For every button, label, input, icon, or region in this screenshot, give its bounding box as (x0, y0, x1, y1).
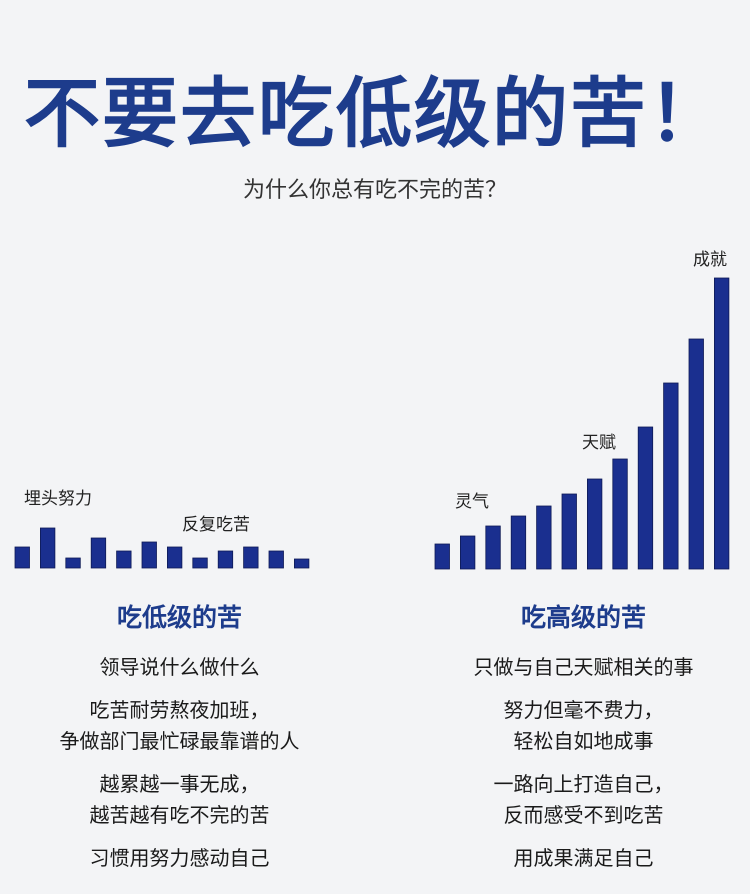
low-bar-4 (116, 550, 132, 569)
high-line: 努力但毫不费力， (503, 698, 664, 722)
low-bar-6 (166, 546, 183, 569)
low-level-column: 吃低级的苦 领导说什么做什么 吃苦耐劳熬夜加班， 争做部门最忙碌最靠谱的人 越累… (0, 598, 367, 886)
low-bar-8 (217, 550, 234, 569)
low-line: 越累越一事无成， (99, 772, 260, 796)
annotation-achievement: 成就 (693, 250, 727, 270)
page-title: 不要去吃低级的苦！ (24, 69, 726, 158)
low-line: 越苦越有吃不完的苦 (89, 803, 270, 827)
high-bar-3 (510, 515, 527, 570)
high-line: 一路向上打造自己， (493, 772, 674, 796)
subtitle: 为什么你总有吃不完的苦？ (242, 178, 507, 203)
high-line: 只做与自己天赋相关的事 (473, 655, 694, 679)
low-bar-7 (192, 557, 208, 569)
low-bar-9 (243, 546, 259, 569)
low-bar-2 (65, 557, 81, 569)
high-bar-0 (434, 543, 450, 570)
high-bar-5 (561, 493, 577, 570)
high-bar-10 (688, 338, 704, 570)
high-bar-9 (663, 382, 679, 570)
high-line: 用成果满足自己 (513, 846, 654, 870)
high-bar-11 (714, 277, 730, 570)
annotation-repeat: 反复吃苦 (182, 515, 250, 535)
low-bar-5 (141, 541, 157, 569)
high-level-heading: 吃高级的苦 (520, 603, 646, 632)
high-level-column: 吃高级的苦 只做与自己天赋相关的事 努力但毫不费力， 轻松自如地成事 一路向上打… (396, 598, 750, 886)
high-line: 反而感受不到吃苦 (503, 803, 664, 827)
low-line: 习惯用努力感动自己 (89, 846, 270, 870)
high-bar-1 (459, 535, 476, 570)
high-bar-8 (637, 426, 654, 570)
high-bar-4 (536, 505, 552, 570)
high-bar-6 (587, 478, 603, 570)
annotation-talent: 天赋 (582, 433, 616, 453)
annotation-spirit: 灵气 (455, 492, 489, 512)
low-level-heading: 吃低级的苦 (116, 603, 242, 632)
low-line: 争做部门最忙碌最靠谱的人 (59, 729, 300, 753)
low-bar-1 (40, 527, 56, 569)
high-bar-7 (612, 458, 628, 570)
low-bar-11 (293, 558, 310, 569)
low-bar-3 (90, 537, 107, 569)
annotation-bury-head: 埋头努力 (24, 489, 92, 509)
low-bar-10 (268, 550, 284, 569)
high-line: 轻松自如地成事 (513, 729, 654, 753)
low-bar-0 (14, 546, 30, 569)
high-bar-2 (485, 525, 501, 570)
low-line: 吃苦耐劳熬夜加班， (89, 698, 270, 722)
low-line: 领导说什么做什么 (99, 655, 260, 679)
